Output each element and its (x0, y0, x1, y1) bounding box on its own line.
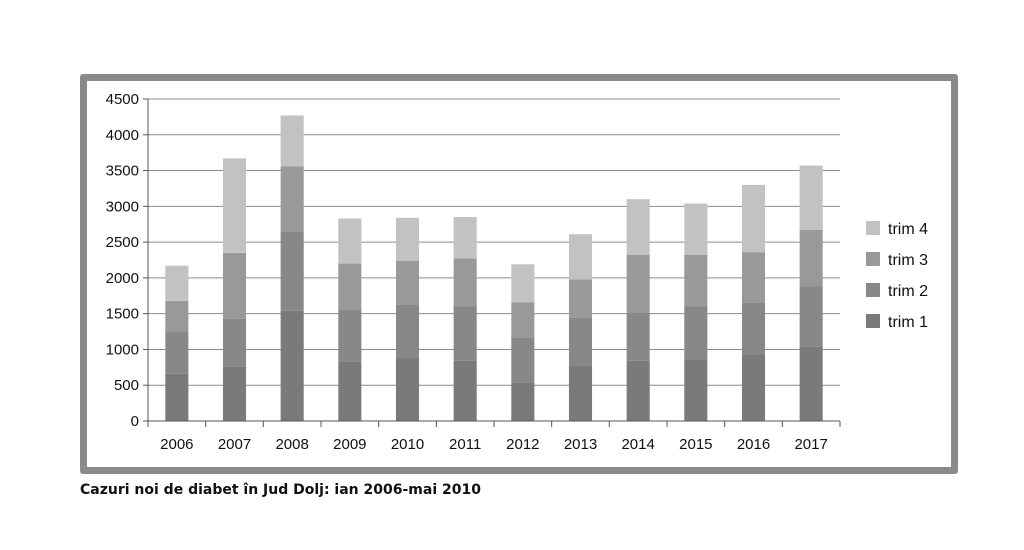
legend-label: trim 1 (888, 314, 928, 331)
bar-2008-series-2 (280, 231, 304, 311)
bar-2013-series-2 (568, 317, 593, 366)
x-tick-label: 2012 (506, 436, 539, 453)
bar-2016-series-3 (741, 252, 766, 303)
y-tick-label: 1500 (106, 306, 139, 323)
bar-2013-series-3 (568, 279, 593, 318)
bar-2011-series-3 (453, 258, 477, 307)
bar-2007-series-4 (222, 158, 247, 253)
bar-2016-series-1 (741, 354, 766, 421)
bar-2010-series-1 (395, 358, 420, 421)
bar-2017-series-2 (799, 286, 823, 347)
bar-2008-series-4 (280, 115, 304, 167)
y-axis-ticks: 0 500 1000 1500 2000 2500 3000 3500 4000 4500 (106, 91, 148, 430)
y-tick-label: 4500 (106, 91, 139, 108)
y-tick-label: 2000 (106, 270, 139, 287)
bar-2015-series-1 (684, 359, 708, 421)
bar-2013-series-1 (568, 365, 593, 421)
bar-2008-series-3 (280, 166, 304, 232)
x-tick-label: 2017 (794, 436, 827, 453)
x-axis-ticks: 2006 2007 2008 2009 2010 2011 2012 2013 2014 2015… (147, 421, 841, 453)
bar-2012-series-2 (511, 337, 535, 383)
bar-2014-series-4 (626, 199, 650, 255)
bar-2012-series-3 (511, 302, 535, 338)
bar-2014-series-3 (626, 254, 650, 313)
bar-2015-series-3 (684, 254, 708, 307)
x-tick-label: 2011 (449, 436, 481, 453)
bar-2009-series-2 (338, 309, 362, 362)
bar-2014-series-2 (626, 312, 650, 361)
x-tick-label: 2006 (160, 436, 193, 453)
bar-2016-series-2 (741, 302, 766, 355)
bar-2006-series-2 (165, 331, 189, 374)
bar-2015-series-2 (684, 306, 708, 360)
bar-2015-series-4 (684, 203, 708, 255)
x-tick-label: 2014 (621, 436, 654, 453)
x-tick-label: 2007 (218, 436, 251, 453)
chart-caption: Cazuri noi de diabet în Jud Dolj: ian 20… (80, 482, 481, 498)
bar-2006-series-4 (165, 265, 189, 301)
x-tick-label: 2009 (333, 436, 366, 453)
bars (165, 115, 823, 421)
y-tick-label: 500 (114, 377, 139, 394)
bar-2017-series-4 (799, 165, 823, 230)
legend: trim 4 trim 3 trim 2 trim 1 (866, 221, 928, 331)
bar-2010-series-3 (395, 260, 420, 305)
x-tick-label: 2013 (564, 436, 597, 453)
legend-label: trim 3 (888, 252, 928, 269)
bar-2011-series-1 (453, 360, 477, 421)
legend-swatch (866, 314, 880, 328)
bar-2011-series-2 (453, 306, 477, 361)
bar-2012-series-1 (511, 382, 535, 421)
bar-2013-series-4 (568, 234, 593, 280)
legend-swatch (866, 283, 880, 297)
bar-2007-series-2 (222, 318, 247, 367)
y-tick-label: 3000 (106, 198, 139, 215)
y-tick-label: 0 (131, 413, 139, 430)
grid-lines (148, 98, 840, 386)
legend-label: trim 2 (888, 283, 928, 300)
y-tick-label: 3500 (106, 163, 139, 180)
bar-2006-series-3 (165, 300, 189, 332)
x-tick-label: 2016 (737, 436, 770, 453)
bar-2007-series-3 (222, 252, 247, 319)
bar-2012-series-4 (511, 264, 535, 303)
bar-2009-series-3 (338, 263, 362, 310)
legend-swatch (866, 252, 880, 266)
y-tick-label: 1000 (106, 341, 139, 358)
bar-2009-series-1 (338, 361, 362, 421)
bar-2017-series-3 (799, 229, 823, 287)
bar-2007-series-1 (222, 366, 247, 421)
legend-label: trim 4 (888, 221, 928, 238)
bar-2017-series-1 (799, 346, 823, 421)
bar-2016-series-4 (741, 184, 766, 253)
x-tick-label: 2010 (391, 436, 424, 453)
bar-2009-series-4 (338, 218, 362, 264)
bar-2010-series-2 (395, 304, 420, 359)
y-tick-label: 2500 (106, 234, 139, 251)
bar-2011-series-4 (453, 217, 477, 259)
x-tick-label: 2008 (275, 436, 308, 453)
x-tick-label: 2015 (679, 436, 712, 453)
y-tick-label: 4000 (106, 127, 139, 144)
legend-swatch (866, 221, 880, 235)
bar-2014-series-1 (626, 360, 650, 421)
axes (147, 99, 840, 422)
bar-2010-series-4 (395, 217, 420, 261)
bar-2006-series-1 (165, 373, 189, 421)
bar-2008-series-1 (280, 310, 304, 421)
